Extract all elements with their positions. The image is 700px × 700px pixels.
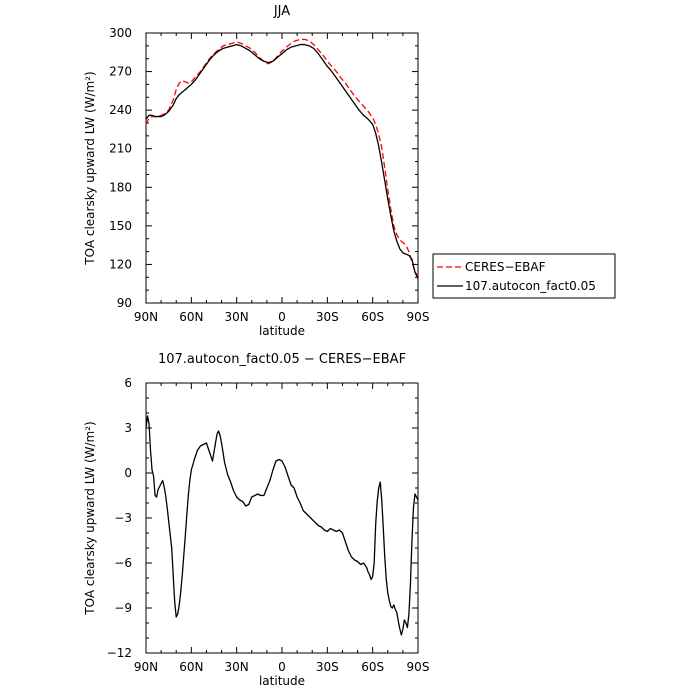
y-tick-label: −6 xyxy=(114,556,132,570)
series-line-107-autocon-fact0-05 xyxy=(145,43,419,279)
x-tick-label: 60N xyxy=(179,310,203,324)
y-tick-label: −9 xyxy=(114,601,132,615)
x-tick-label: 60S xyxy=(361,660,384,674)
x-tick-label: 30S xyxy=(316,660,339,674)
legend-label: CERES−EBAF xyxy=(465,260,546,274)
chart-title: JJA xyxy=(273,4,290,19)
x-tick-label: 90S xyxy=(407,660,430,674)
plot-frame xyxy=(145,32,419,304)
x-tick-label: 60N xyxy=(179,660,203,674)
x-tick-label: 30N xyxy=(225,310,249,324)
x-tick-label: 30S xyxy=(316,310,339,324)
x-tick-label: 0 xyxy=(278,310,286,324)
x-tick-label: 60S xyxy=(361,310,384,324)
x-tick-label: 90S xyxy=(407,310,430,324)
legend-label: 107.autocon_fact0.05 xyxy=(465,279,596,293)
chart-panel-1: JJA 90N 60N 30N 0 30S 60S 90S 90 120 150 180 210 240 2… xyxy=(83,4,616,338)
legend-box xyxy=(432,253,616,299)
y-axis-label: TOA clearsky upward LW (W/m²) xyxy=(83,421,97,615)
chart-title: 107.autocon_fact0.05 − CERES−EBAF xyxy=(158,352,406,367)
x-axis-label: latitude xyxy=(259,674,305,688)
y-tick-label: 120 xyxy=(109,257,132,271)
series-line-ceres-ebaf xyxy=(145,38,419,277)
x-axis-label: latitude xyxy=(259,324,305,338)
y-tick-label: −12 xyxy=(107,646,132,660)
x-tick-label: 30N xyxy=(225,660,249,674)
y-tick-label: −3 xyxy=(114,511,132,525)
y-tick-label: 6 xyxy=(124,376,132,390)
legend: CERES−EBAF 107.autocon_fact0.05 xyxy=(432,253,616,299)
x-tick-label: 90N xyxy=(134,310,158,324)
y-tick-label: 90 xyxy=(117,296,132,310)
y-axis-label: TOA clearsky upward LW (W/m²) xyxy=(83,71,97,265)
chart-panel-2: 107.autocon_fact0.05 − CERES−EBAF 90N 60N 3… xyxy=(83,352,429,688)
series-line-difference xyxy=(145,415,419,636)
y-tick-label: 0 xyxy=(124,466,132,480)
y-tick-label: 210 xyxy=(109,142,132,156)
y-tick-label: 150 xyxy=(109,219,132,233)
y-tick-label: 3 xyxy=(124,421,132,435)
x-tick-label: 0 xyxy=(278,660,286,674)
x-tick-label: 90N xyxy=(134,660,158,674)
y-tick-label: 300 xyxy=(109,26,132,40)
y-tick-label: 240 xyxy=(109,103,132,117)
y-tick-label: 270 xyxy=(109,65,132,79)
y-tick-label: 180 xyxy=(109,180,132,194)
